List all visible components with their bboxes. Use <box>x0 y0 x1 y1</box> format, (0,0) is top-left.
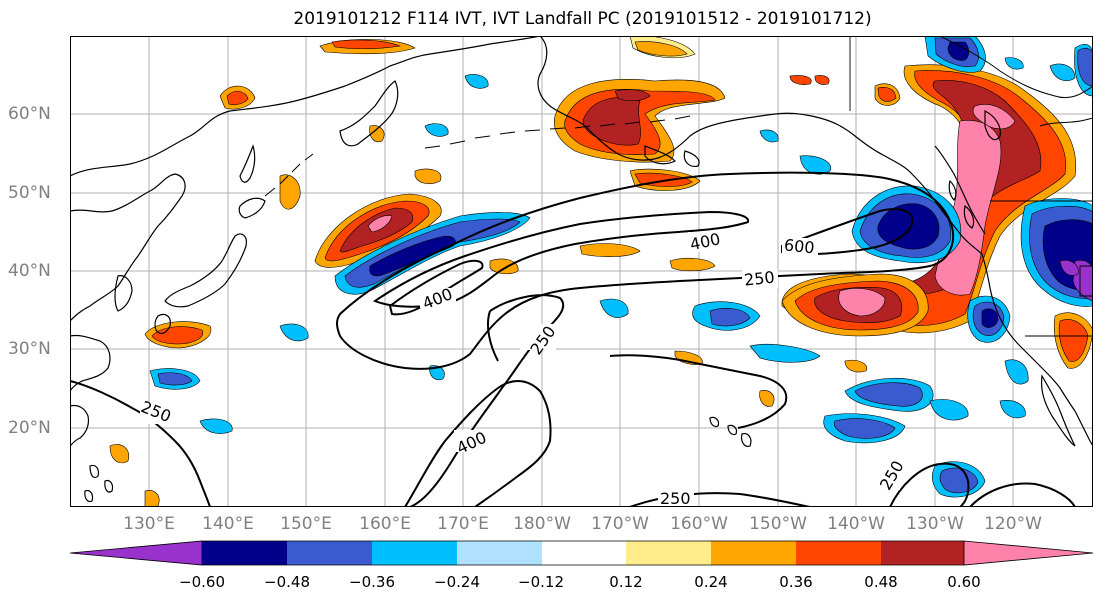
lon-label-170e: 170°E <box>437 514 489 534</box>
negative-anomaly-fields <box>149 36 1093 498</box>
lat-label-30n: 30°N <box>8 339 51 359</box>
colorbar-tick: 0.24 <box>694 573 728 591</box>
colorbar-segment <box>202 541 287 565</box>
lon-label-150e: 150°E <box>280 514 332 534</box>
colorbar-tick: −0.12 <box>518 573 564 591</box>
map-canvas: 400 600 250 400 250 250 400 250 250 <box>70 36 1093 507</box>
lat-label-50n: 50°N <box>8 183 51 203</box>
lon-label-140w: 140°W <box>827 514 885 534</box>
lat-label-40n: 40°N <box>8 261 51 281</box>
lon-label-130w: 130°W <box>906 514 964 534</box>
map-title: 2019101212 F114 IVT, IVT Landfall PC (20… <box>293 9 872 29</box>
lon-label-160w: 160°W <box>670 514 728 534</box>
colorbar-segment <box>626 541 711 565</box>
contour-label-250: 250 <box>660 489 691 507</box>
colorbar-segment <box>711 541 796 565</box>
colorbar-segment <box>796 541 881 565</box>
colorbar-tick: −0.60 <box>179 573 225 591</box>
colorbar-tick: 0.36 <box>779 573 813 591</box>
ivt-contours <box>70 171 1076 507</box>
coastlines <box>70 36 1093 503</box>
colorbar-tick: 0.12 <box>609 573 643 591</box>
lon-label-180w: 180°W <box>513 514 571 534</box>
map-panel: 400 600 250 400 250 250 400 250 250 <box>70 36 1093 507</box>
lon-label-150w: 150°W <box>749 514 807 534</box>
colorbar-segment <box>881 541 964 565</box>
colorbar-segment <box>457 541 542 565</box>
colorbar-segment <box>69 540 203 566</box>
lon-label-120w: 120°W <box>984 514 1042 534</box>
lat-label-60n: 60°N <box>8 104 51 124</box>
colorbar-segment <box>287 541 372 565</box>
colorbar-tick: −0.48 <box>264 573 310 591</box>
contour-label-250: 250 <box>743 268 775 290</box>
colorbar-tick: 0.60 <box>947 573 981 591</box>
lon-label-130e: 130°E <box>123 514 175 534</box>
colorbar-tick: −0.36 <box>349 573 395 591</box>
colorbar-tick: −0.24 <box>434 573 480 591</box>
colorbar-tick: 0.48 <box>864 573 898 591</box>
colorbar-svg <box>69 540 1094 566</box>
colorbar-segment <box>542 541 626 565</box>
contour-labels: 400 600 250 400 250 250 400 250 250 <box>138 229 908 507</box>
lon-label-160e: 160°E <box>359 514 411 534</box>
colorbar-segment <box>372 541 457 565</box>
lon-label-140e: 140°E <box>202 514 254 534</box>
lon-label-170w: 170°W <box>591 514 649 534</box>
lat-label-20n: 20°N <box>8 418 51 438</box>
colorbar <box>69 540 1094 570</box>
contour-label-600: 600 <box>783 235 815 257</box>
colorbar-segment <box>963 540 1094 566</box>
